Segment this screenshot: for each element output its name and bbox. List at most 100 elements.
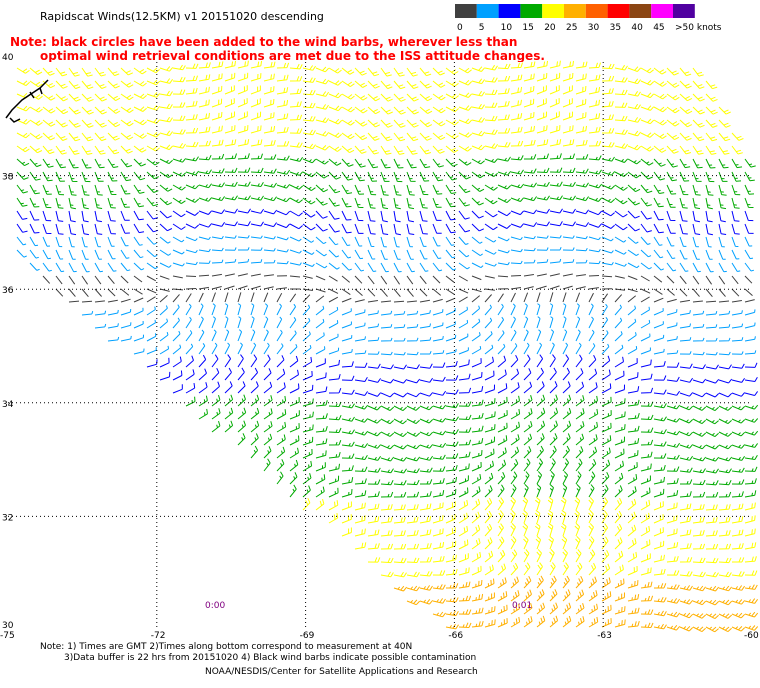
wind-barb [523, 182, 537, 188]
wind-barb [679, 491, 692, 498]
wind-barb [744, 515, 756, 524]
wind-barb [666, 502, 678, 511]
wind-barb [588, 210, 603, 216]
wind-barb [419, 571, 433, 577]
wind-barb [367, 132, 380, 141]
wind-barb [159, 90, 173, 97]
wind-barb [484, 304, 492, 316]
wind-barb [588, 197, 603, 202]
wind-barb [250, 445, 259, 459]
wind-barb [159, 130, 173, 137]
wind-barb [94, 236, 101, 248]
wind-barb [510, 523, 516, 537]
wind-barb [380, 491, 394, 498]
wind-barb [419, 236, 427, 247]
wind-barb [523, 446, 532, 459]
wind-barb [224, 381, 233, 394]
wind-barb [510, 62, 523, 69]
wind-barb [484, 262, 497, 267]
wind-barb [224, 60, 236, 69]
wind-barb [159, 262, 172, 268]
wind-barb [458, 79, 473, 86]
wind-barb [718, 571, 732, 578]
wind-barb [224, 316, 229, 329]
wind-barb [289, 383, 300, 394]
wind-barb [419, 377, 434, 383]
wind-barb [432, 80, 446, 88]
wind-barb [133, 307, 144, 316]
wind-barb [484, 436, 495, 446]
wind-barb [419, 557, 433, 563]
wind-barb [211, 196, 226, 201]
wind-barb [484, 448, 495, 459]
wind-barb [562, 125, 574, 134]
wind-barb [562, 549, 568, 563]
wind-barb [237, 273, 248, 277]
wind-barb [679, 431, 694, 437]
wind-barb [133, 210, 144, 221]
wind-barb [42, 210, 52, 222]
wind-barb [432, 390, 447, 396]
wind-barb [159, 116, 173, 123]
wind-barb [627, 412, 640, 420]
wind-barb [315, 262, 328, 269]
wind-barb [237, 354, 244, 368]
wind-barb [718, 585, 732, 592]
wind-barb [484, 210, 498, 218]
wind-barb [523, 421, 533, 433]
wind-barb [744, 528, 756, 537]
wind-barb [419, 585, 433, 591]
wind-barb [536, 153, 549, 160]
wind-barb [68, 132, 81, 142]
wind-barb [380, 300, 392, 303]
longitude-label: -60 [744, 631, 759, 641]
wind-barb [107, 184, 117, 195]
wind-barb [276, 303, 282, 316]
wind-barb [419, 249, 428, 260]
wind-barb [354, 443, 369, 448]
wind-barb [627, 538, 637, 550]
wind-barb [575, 259, 588, 264]
wind-barb [224, 139, 237, 147]
wind-barb [146, 347, 157, 355]
wind-barb [276, 287, 287, 290]
wind-barb [380, 571, 394, 578]
wind-barb [692, 626, 706, 633]
wind-barb [627, 594, 640, 602]
wind-barb [432, 442, 447, 448]
wind-barb [731, 363, 745, 369]
wind-barb [523, 589, 532, 602]
wind-barb [315, 498, 325, 511]
wind-barb [237, 258, 250, 264]
wind-barb [575, 73, 587, 82]
wind-barb [120, 184, 131, 195]
wind-barb [458, 145, 472, 152]
wind-barb [419, 262, 429, 272]
wind-barb [159, 103, 173, 110]
wind-barb [16, 105, 31, 112]
wind-barb [302, 436, 314, 446]
wind-barb [666, 556, 679, 563]
wind-barb [640, 296, 650, 303]
wind-barb [263, 433, 273, 446]
wind-barb [224, 98, 235, 108]
wind-barb [302, 424, 314, 433]
wind-barb [588, 616, 599, 628]
wind-barb [341, 145, 355, 154]
wind-barb [458, 262, 470, 270]
wind-barb [133, 236, 143, 246]
wind-barb [367, 543, 380, 550]
wind-barb [705, 431, 719, 438]
wind-barb [172, 275, 183, 279]
wind-barb [718, 491, 732, 498]
wind-barb [458, 359, 470, 368]
wind-barb [419, 598, 434, 605]
wind-barb [432, 158, 444, 168]
legend-label: 35 [610, 23, 621, 33]
wind-barb [653, 67, 667, 75]
wind-barb [731, 479, 745, 485]
note-line-2: optimal wind retrieval conditions are me… [40, 49, 545, 63]
wind-barb [94, 323, 107, 329]
wind-barb [276, 249, 289, 253]
wind-barb [458, 427, 472, 433]
